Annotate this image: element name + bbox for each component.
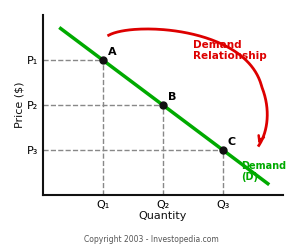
X-axis label: Quantity: Quantity	[139, 211, 187, 221]
Y-axis label: Price ($): Price ($)	[15, 82, 25, 128]
Text: Demand
Relationship: Demand Relationship	[193, 40, 266, 61]
Text: Copyright 2003 - Investopedia.com: Copyright 2003 - Investopedia.com	[84, 234, 218, 244]
Text: Demand
(D): Demand (D)	[241, 161, 286, 182]
Text: A: A	[108, 46, 116, 57]
Text: C: C	[228, 137, 236, 147]
Text: B: B	[168, 92, 176, 102]
